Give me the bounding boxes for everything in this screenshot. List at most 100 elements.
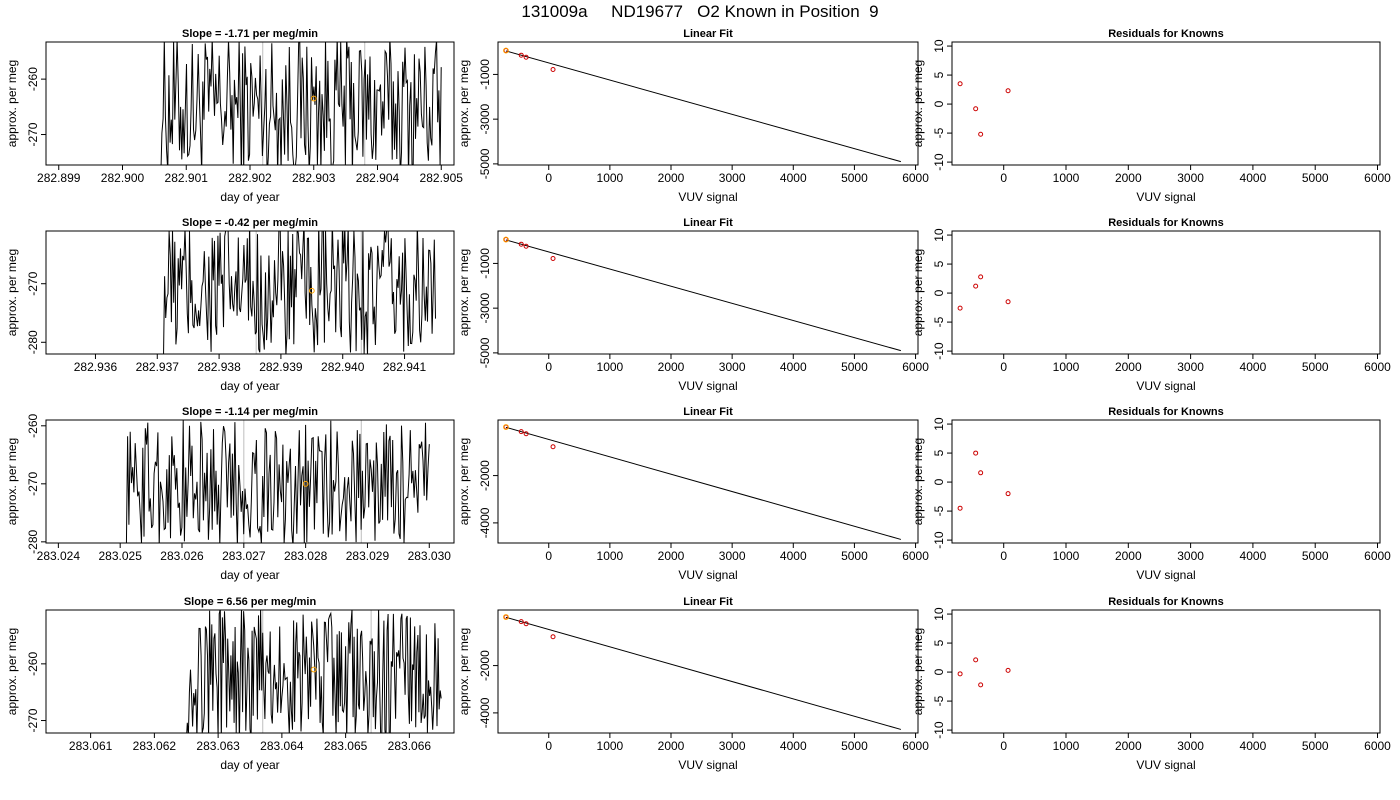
x-tick-label: 2000 (658, 739, 685, 753)
x-tick-label: 1000 (597, 360, 624, 374)
data-point (978, 131, 984, 137)
plot-frame (497, 609, 919, 734)
data-point (1005, 491, 1011, 497)
known-marker (503, 424, 509, 430)
y-tick-label: 5 (932, 639, 946, 646)
x-tick-label: 283.028 (284, 549, 328, 563)
y-tick-label: 0 (932, 289, 946, 296)
y-tick-label: 5 (932, 449, 946, 456)
known-marker (503, 47, 509, 54)
data-point (973, 450, 979, 456)
fit-line (505, 426, 902, 540)
panel-4-2: Linear Fit 0 1000 2000 3000 4000 5000 6000 -4000… (457, 596, 929, 772)
y-tick-label: -270 (26, 471, 40, 495)
panel-3-1: Slope = -1.14 per meg/min 283.024 283.025 2… (5, 406, 455, 582)
y-tick-label: -5 (932, 127, 946, 138)
panel-1-3: Residuals for Knowns 0 1000 2000 3000 4000 500… (911, 28, 1391, 204)
x-tick-label: 5000 (841, 171, 868, 185)
y-tick-label: 5 (932, 71, 946, 78)
y-tick-label: -5000 (478, 148, 492, 179)
data-point (957, 505, 963, 511)
x-tick-label: 6000 (902, 739, 929, 753)
y-axis-label: approx. per meg (457, 249, 471, 336)
panel-title: Residuals for Knowns (1108, 217, 1224, 229)
data-point (523, 54, 529, 60)
known-marker (503, 614, 509, 620)
data-point (518, 52, 524, 58)
y-tick-label: -1000 (478, 248, 492, 279)
known-marker (310, 95, 317, 102)
known-marker (308, 287, 315, 294)
fit-line (505, 239, 902, 352)
y-tick-label: -260 (26, 652, 40, 676)
signal-trace (186, 610, 442, 733)
x-tick-label: 4000 (780, 360, 807, 374)
x-tick-label: 3000 (1177, 739, 1204, 753)
known-marker (302, 480, 309, 487)
data-point (518, 429, 524, 435)
panel-title: Residuals for Knowns (1108, 28, 1224, 40)
x-tick-label: 6000 (902, 360, 929, 374)
x-tick-label: 0 (545, 360, 552, 374)
x-tick-label: 282.941 (383, 360, 427, 374)
y-axis-label: approx. per meg (5, 438, 19, 525)
data-point (518, 241, 524, 247)
x-axis-label: VUV signal (1136, 758, 1195, 772)
x-tick-label: 4000 (780, 739, 807, 753)
y-tick-label: -270 (26, 708, 40, 732)
x-tick-label: 4000 (1240, 739, 1267, 753)
x-tick-label: 282.937 (136, 360, 180, 374)
y-tick-label: -10 (932, 153, 946, 171)
panel-3-3: Residuals for Knowns 0 1000 2000 3000 4000 500… (911, 406, 1391, 582)
signal-trace (125, 420, 430, 543)
signal-trace (160, 42, 442, 165)
data-point (550, 444, 556, 450)
x-tick-label: 282.901 (165, 171, 209, 185)
y-tick-label: 10 (932, 39, 946, 53)
x-tick-label: 283.024 (37, 549, 81, 563)
y-tick-label: 10 (932, 607, 946, 621)
known-marker (503, 236, 509, 243)
panel-title: Residuals for Knowns (1108, 406, 1224, 418)
y-tick-label: -280 (26, 530, 40, 554)
x-tick-label: 282.938 (197, 360, 241, 374)
data-point (550, 634, 556, 640)
x-tick-label: 283.062 (133, 739, 177, 753)
x-tick-label: 6000 (902, 171, 929, 185)
x-axis-label: day of year (220, 568, 279, 582)
x-tick-label: 3000 (1177, 360, 1204, 374)
x-tick-label: 5000 (1302, 549, 1329, 563)
x-tick-label: 282.905 (420, 171, 464, 185)
plot-frame (45, 609, 455, 734)
x-axis-label: VUV signal (678, 379, 737, 393)
x-axis-label: VUV signal (1136, 379, 1195, 393)
y-tick-label: -5 (932, 316, 946, 327)
plot-frame (951, 419, 1381, 544)
y-tick-label: -10 (932, 721, 946, 739)
y-tick-label: -4000 (478, 507, 492, 538)
y-tick-label: -3000 (478, 103, 492, 134)
y-tick-label: -5 (932, 505, 946, 516)
x-tick-label: 6000 (902, 549, 929, 563)
x-tick-label: 4000 (1240, 360, 1267, 374)
y-tick-label: -280 (26, 330, 40, 354)
x-tick-label: 2000 (1115, 549, 1142, 563)
y-tick-label: -270 (26, 271, 40, 295)
x-tick-label: 6000 (1364, 739, 1391, 753)
data-point (957, 305, 963, 311)
y-tick-label: -270 (26, 122, 40, 146)
x-tick-label: 283.065 (324, 739, 368, 753)
x-axis-label: VUV signal (678, 190, 737, 204)
x-tick-label: 1000 (597, 549, 624, 563)
y-tick-label: -1000 (478, 59, 492, 90)
panel-title: Linear Fit (683, 406, 733, 418)
x-tick-label: 4000 (1240, 171, 1267, 185)
x-axis-label: VUV signal (678, 758, 737, 772)
x-tick-label: 283.066 (388, 739, 432, 753)
plot-area (163, 231, 436, 354)
x-tick-label: 0 (545, 171, 552, 185)
known-marker (310, 666, 317, 673)
x-tick-label: 283.025 (98, 549, 142, 563)
plot-frame (951, 609, 1381, 734)
y-tick-label: 5 (932, 260, 946, 267)
